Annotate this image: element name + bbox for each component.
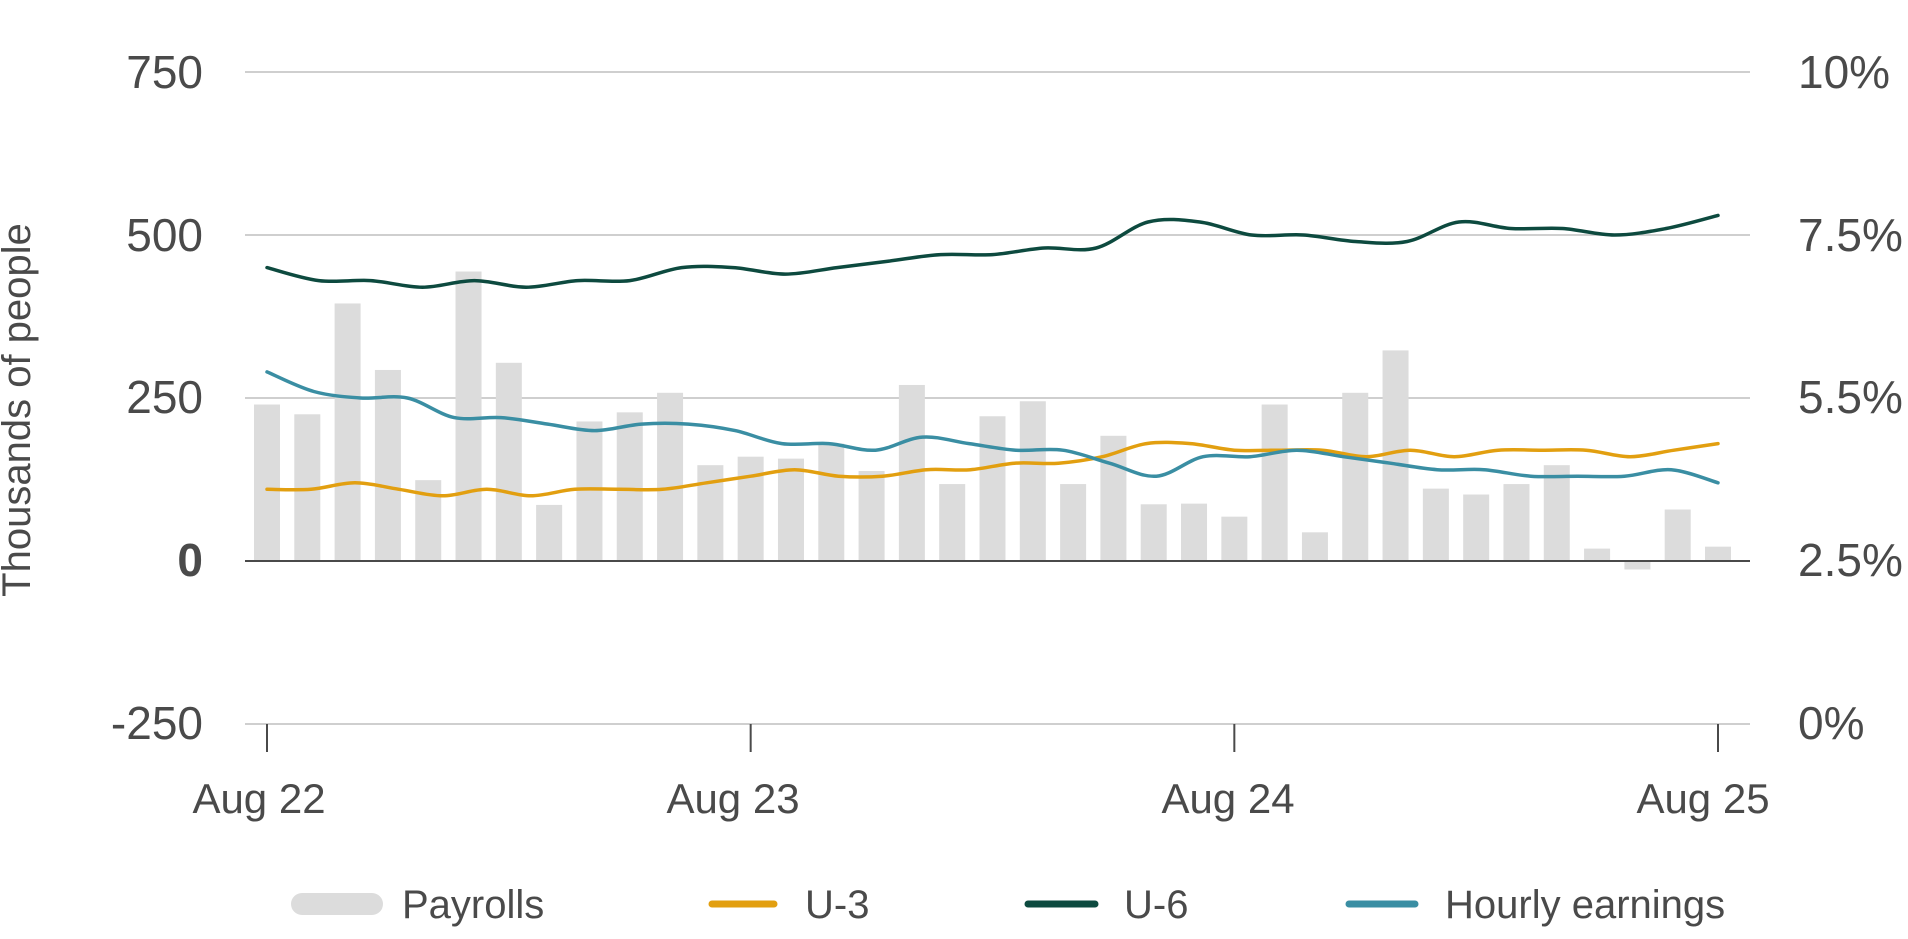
legend-item-u3: U-3	[708, 883, 869, 927]
payrolls-bar	[1261, 404, 1288, 561]
payrolls-bar	[1503, 484, 1530, 561]
rate-lines	[265, 213, 1720, 498]
hourly-earnings-line	[265, 370, 1720, 485]
payrolls-bar	[1301, 532, 1328, 561]
payrolls-bar	[1584, 548, 1611, 561]
payrolls-bar	[1342, 392, 1369, 561]
payrolls-bar	[1221, 516, 1248, 561]
payrolls-bar	[1422, 488, 1449, 561]
y-tick-label: 750	[126, 46, 203, 98]
x-tick-label: Aug 22	[192, 775, 325, 822]
legend-item-payrolls: Payrolls	[291, 883, 544, 927]
payrolls-bar	[1181, 503, 1208, 561]
payrolls-bar	[455, 271, 482, 561]
y-tick-labels-right: 10% 7.5% 5.5% 2.5% 0%	[1798, 46, 1903, 749]
payrolls-bar	[1019, 401, 1046, 561]
y2-tick-label: 5.5%	[1798, 371, 1903, 423]
payrolls-bar	[858, 471, 885, 561]
legend-item-hourly-earnings: Hourly earnings	[1345, 883, 1725, 927]
y-tick-labels-left: 750 500 250 0 -250	[111, 46, 203, 749]
payrolls-bar	[657, 392, 684, 561]
payrolls-bar	[777, 458, 804, 561]
payrolls-bar	[737, 456, 764, 561]
payrolls-bar	[1060, 484, 1087, 561]
payrolls-bar	[374, 369, 401, 561]
payrolls-bar	[1140, 504, 1167, 561]
payrolls-bar	[818, 443, 845, 561]
u6-line	[265, 213, 1720, 289]
legend-label: U-6	[1124, 883, 1188, 927]
y-tick-label: -250	[111, 697, 203, 749]
payrolls-bar	[1463, 494, 1490, 561]
y2-tick-label: 0%	[1798, 697, 1864, 749]
payrolls-bar	[616, 412, 643, 561]
y2-tick-label: 10%	[1798, 46, 1890, 98]
y-tick-label: 500	[126, 209, 203, 261]
payrolls-bar	[1382, 350, 1409, 561]
payrolls-bar	[254, 404, 280, 561]
y2-tick-label: 2.5%	[1798, 534, 1903, 586]
y2-tick-label: 7.5%	[1798, 209, 1903, 261]
axes	[245, 560, 1750, 752]
payrolls-bar	[334, 303, 361, 561]
x-tick-label: Aug 24	[1161, 775, 1294, 822]
legend-label: U-3	[805, 883, 869, 927]
y-axis-title: Thousands of people	[0, 223, 39, 597]
legend: Payrolls U-3 U-6 Hourly earnings	[291, 883, 1725, 927]
payrolls-bar	[576, 421, 603, 561]
x-tick-labels: Aug 22 Aug 23 Aug 24 Aug 25	[192, 775, 1769, 822]
legend-label: Payrolls	[402, 883, 544, 927]
x-tick-label: Aug 23	[666, 775, 799, 822]
payrolls-bar	[536, 504, 563, 561]
payrolls-bar	[939, 484, 966, 561]
payrolls-bar	[1624, 561, 1651, 570]
payrolls-bar	[495, 362, 522, 561]
u3-line	[265, 440, 1720, 498]
payrolls-bar	[979, 416, 1006, 561]
payrolls-bar	[1664, 509, 1691, 561]
y-tick-label: 0	[177, 534, 203, 586]
x-tick-label: Aug 25	[1636, 775, 1769, 822]
legend-item-u6: U-6	[1024, 883, 1188, 927]
payrolls-bar	[1705, 546, 1731, 561]
payrolls-bar	[1543, 465, 1570, 561]
legend-label: Hourly earnings	[1445, 883, 1725, 927]
y-tick-label: 250	[126, 371, 203, 423]
payrolls-bars	[254, 271, 1731, 570]
